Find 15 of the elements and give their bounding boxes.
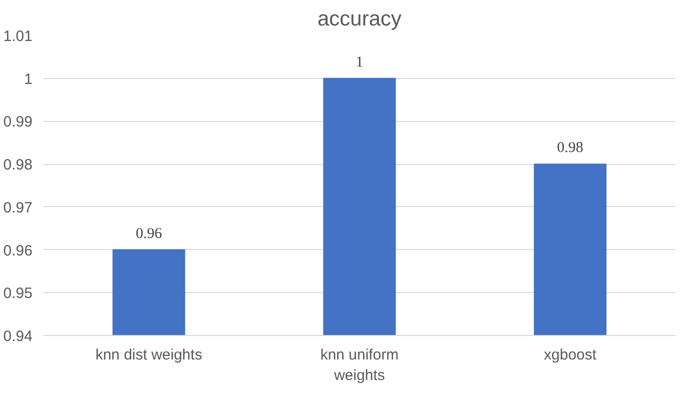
data-label: 1 bbox=[356, 54, 364, 70]
y-tick-label: 0.97 bbox=[3, 199, 33, 216]
y-tick-label: 0.99 bbox=[3, 114, 33, 131]
y-tick-label: 0.96 bbox=[3, 242, 33, 260]
x-tick-label: knn dist weights bbox=[95, 346, 202, 364]
y-tick-label: 1.01 bbox=[3, 28, 33, 45]
chart-title: accuracy bbox=[317, 8, 402, 30]
data-label: 0.98 bbox=[557, 140, 584, 156]
y-tick-label: 1 bbox=[24, 70, 32, 88]
y-tick-label: 0.95 bbox=[3, 285, 33, 302]
x-tick-label: knn uniform weights bbox=[320, 346, 399, 384]
x-tick-label: xgboost bbox=[544, 346, 598, 364]
data-label: 0.96 bbox=[136, 226, 162, 242]
y-tick-label: 0.98 bbox=[3, 156, 33, 174]
y-tick-label: 0.94 bbox=[3, 328, 33, 345]
